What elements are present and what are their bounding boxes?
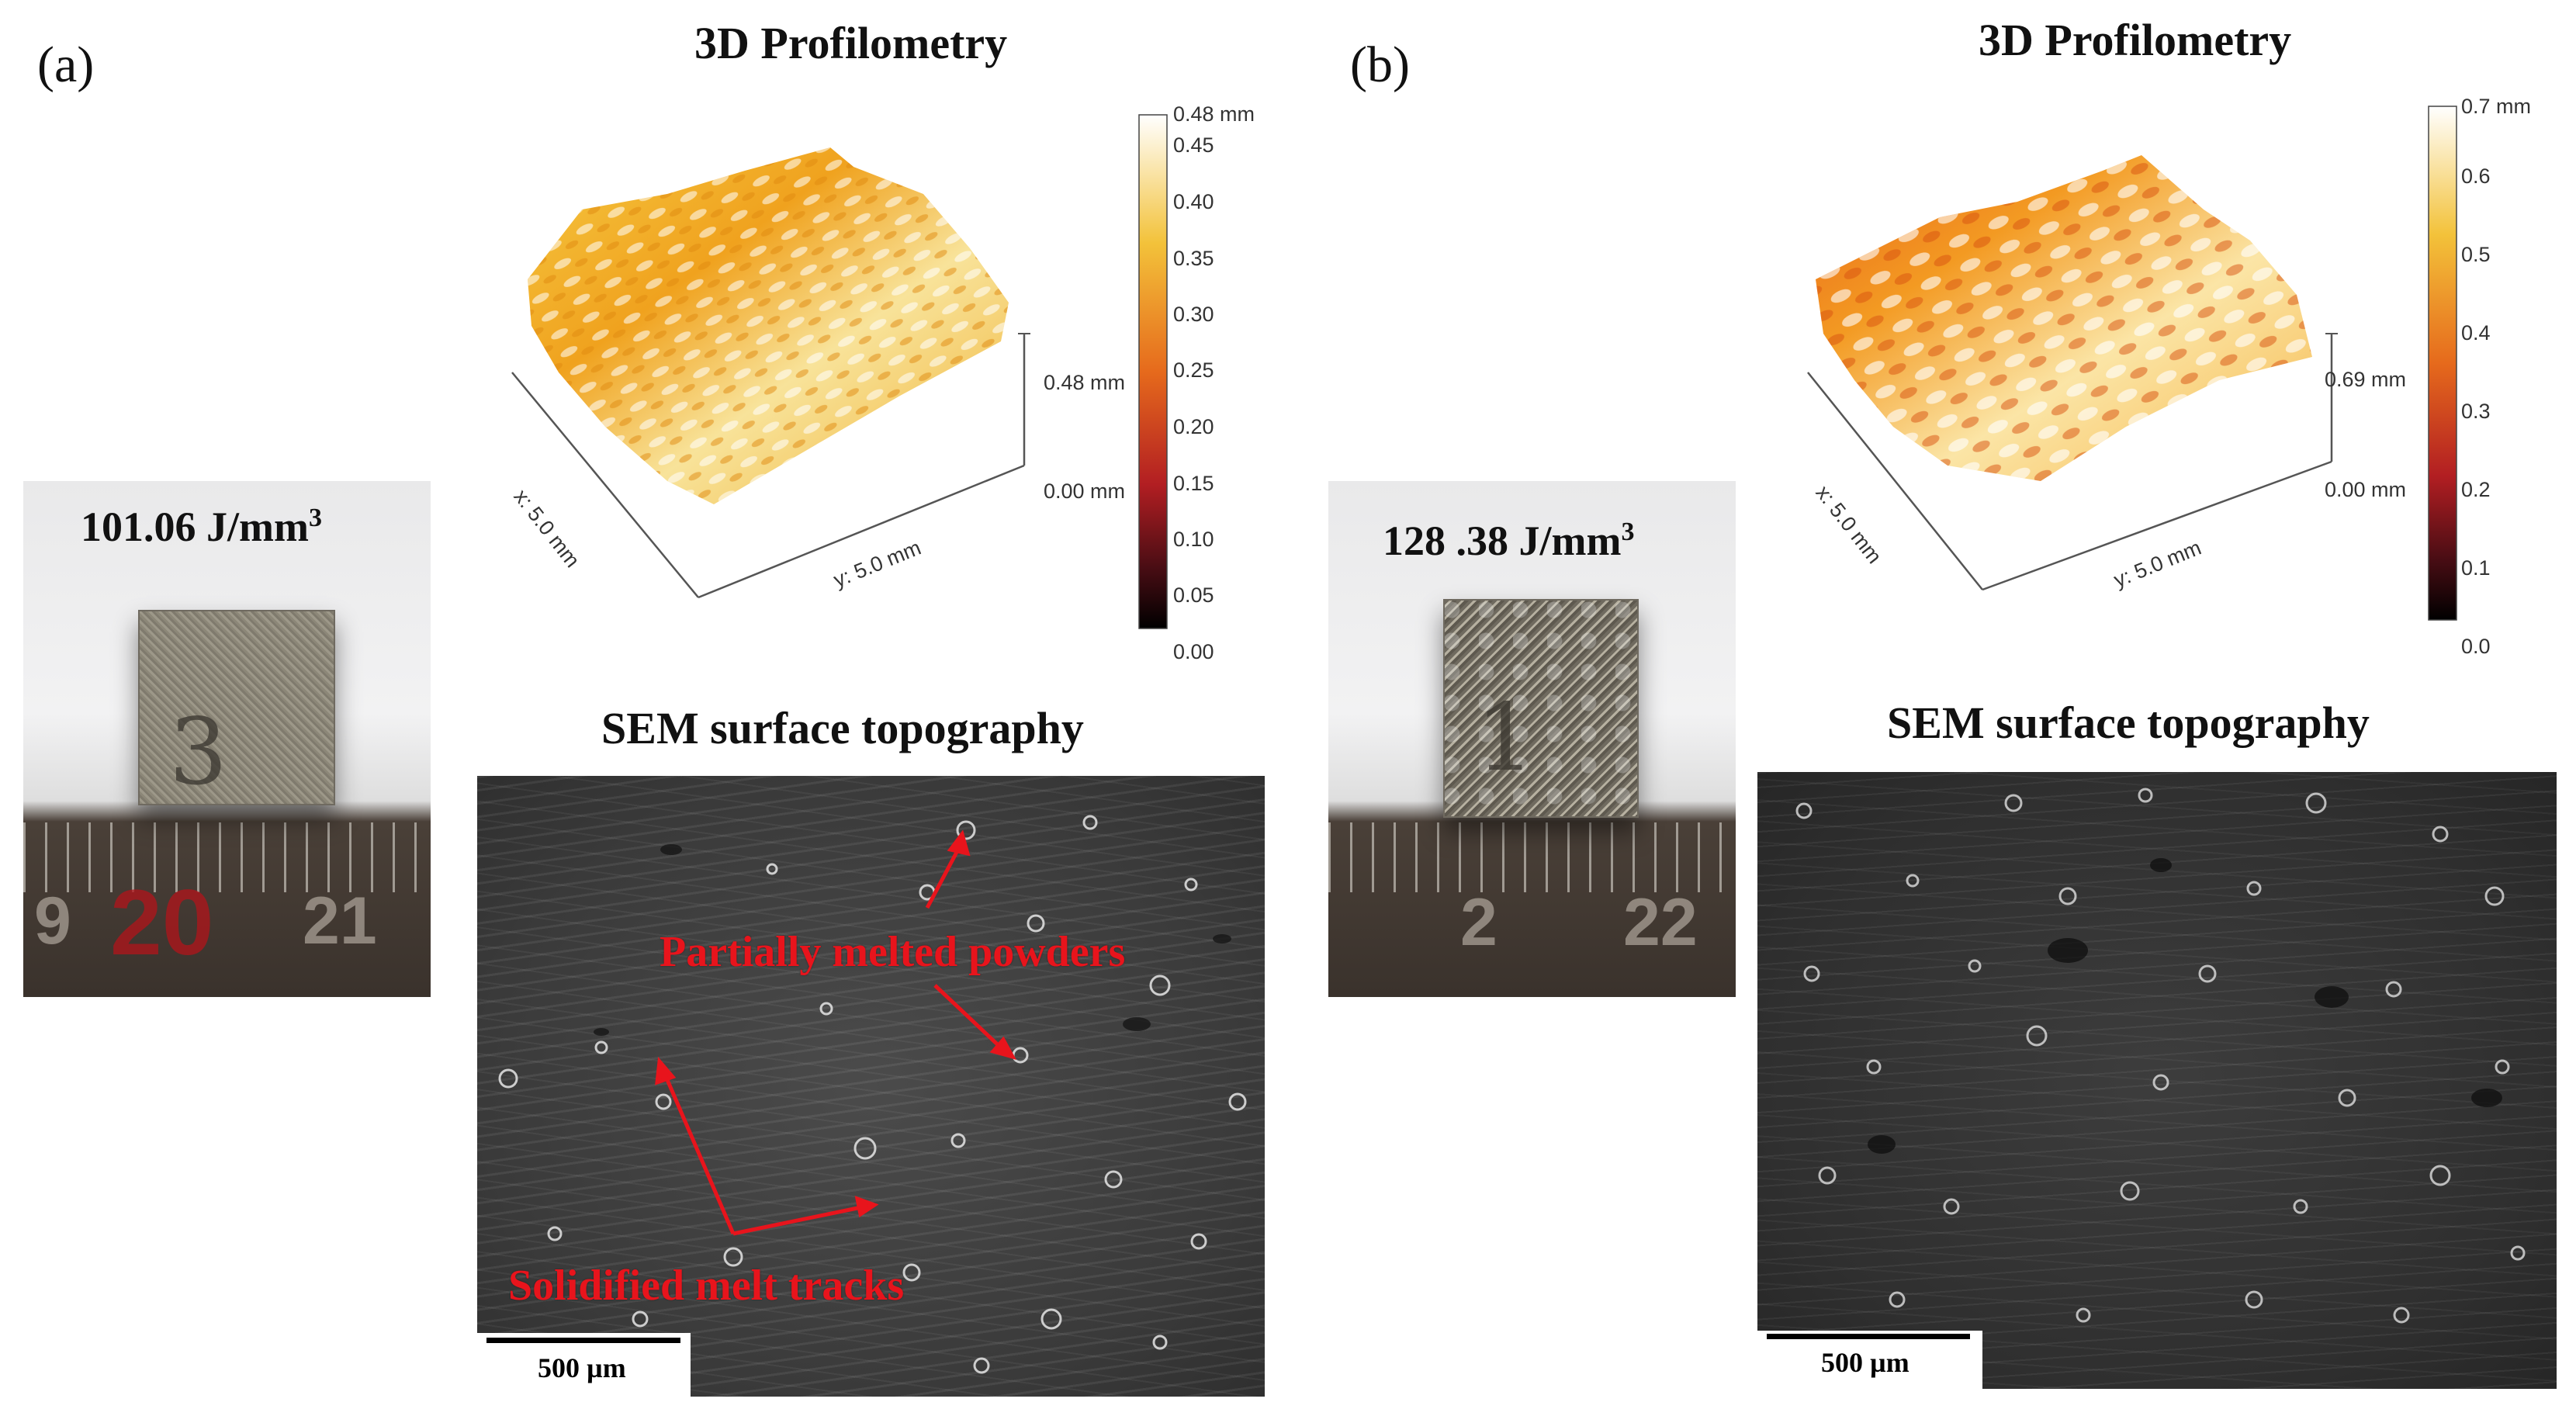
sem-title: SEM surface topography [1887, 698, 2370, 748]
colorbar-tick: 0.35 [1173, 247, 1214, 270]
colorbar-tick: 0.1 [2461, 556, 2491, 580]
scale-bar-line [1767, 1334, 1970, 1339]
sem-particles [498, 815, 1247, 1374]
colorbar-tick: 0.3 [2461, 400, 2491, 423]
panel-letter: (b) [1350, 36, 1410, 93]
ruler-ticks [1328, 822, 1736, 892]
base-axis-x [511, 372, 699, 598]
energy-density-exponent: 3 [308, 504, 322, 532]
scale-bar-label: 500 µm [538, 1352, 626, 1383]
colorbar-max-label: 0.48 mm [1173, 102, 1255, 126]
energy-density-exponent: 3 [1621, 518, 1635, 546]
sample-cube: 1 [1443, 599, 1639, 818]
ruler-number: 9 [34, 884, 71, 958]
colorbar-tick: 0.00 [1173, 640, 1214, 663]
annotation-partially-melted-powders: Partially melted powders [660, 928, 1126, 976]
colorbar-tick: 0.40 [1173, 190, 1214, 213]
panel-a: (a) 3D Profilometry 9 20 21 3 101.06 J/m… [23, 18, 1265, 1397]
scale-bar: 500 µm [1757, 1331, 1982, 1389]
sample-photo: 2 22 1 128 .38 J/mm3 [1328, 481, 1736, 997]
sample-cube: 3 [138, 610, 335, 805]
sample-photo: 9 20 21 3 101.06 J/mm3 [23, 481, 431, 997]
sem-particles [1785, 788, 2526, 1366]
base-axis-y [1982, 460, 2332, 591]
height-scale-bottom: 0.00 mm [1044, 480, 1126, 503]
sem-image: Partially melted powders Solidified melt… [477, 776, 1265, 1397]
sample-number: 3 [169, 698, 228, 805]
annotation-solidified-melt-tracks: Solidified melt tracks [508, 1262, 905, 1310]
colorbar-tick: 0.10 [1173, 528, 1214, 551]
scale-bar-label: 500 µm [1821, 1347, 1909, 1378]
sem-image: 500 µm [1757, 772, 2557, 1389]
ruler [1328, 822, 1736, 939]
energy-density-value: 101.06 J/mm [81, 504, 309, 550]
ruler-number-red: 20 [110, 871, 214, 975]
colorbar-tick: 0.05 [1173, 583, 1214, 607]
scale-bar: 500 µm [477, 1333, 691, 1397]
colorbar-tick: 0.25 [1173, 358, 1214, 382]
height-scale-top: 0.69 mm [2325, 368, 2407, 391]
colorbar-gradient [1138, 114, 1168, 629]
colorbar-max-label: 0.7 mm [2461, 95, 2532, 118]
colorbar [1138, 114, 1168, 629]
energy-density-value: 128 .38 J/mm [1383, 518, 1622, 564]
sem-title: SEM surface topography [601, 703, 1084, 753]
profilometry-title: 3D Profilometry [1979, 15, 2292, 65]
colorbar-tick: 0.2 [2461, 478, 2491, 501]
colorbar-tick: 0.5 [2461, 243, 2491, 266]
panel-b: (b) 3D Profilometry 2 22 1 128 .38 J/mm3 [1288, 0, 2576, 1416]
ruler-number: 22 [1623, 885, 1698, 960]
base-axis-y [698, 464, 1025, 599]
colorbar-tick: 0.45 [1173, 133, 1214, 157]
colorbar-gradient [2428, 106, 2457, 621]
energy-density-label: 101.06 J/mm3 [81, 503, 322, 551]
surface-plot-3d [511, 147, 1030, 599]
colorbar-tick: 0.30 [1173, 303, 1214, 326]
colorbar-tick: 0.15 [1173, 472, 1214, 495]
base-axis-x [1807, 372, 1983, 590]
surface-texture [1816, 155, 2312, 481]
colorbar-tick: 0.4 [2461, 321, 2491, 344]
colorbar-tick: 0.0 [2461, 635, 2491, 658]
ruler-ticks [23, 822, 431, 892]
scale-bar-line [486, 1338, 680, 1343]
profilometry-title: 3D Profilometry [694, 18, 1008, 68]
ruler [23, 822, 431, 939]
height-scale-bottom: 0.00 mm [2325, 478, 2407, 501]
height-scale-top: 0.48 mm [1044, 371, 1126, 394]
colorbar-tick: 0.20 [1173, 415, 1214, 438]
colorbar-tick: 0.6 [2461, 164, 2491, 188]
surface-texture [528, 147, 1009, 504]
colorbar [2428, 106, 2457, 621]
ruler-number: 2 [1460, 885, 1497, 960]
ruler-number: 21 [303, 884, 377, 958]
panel-letter: (a) [37, 36, 95, 93]
energy-density-label: 128 .38 J/mm3 [1383, 517, 1634, 565]
sample-number: 1 [1476, 684, 1536, 792]
surface-plot-3d [1807, 155, 2338, 591]
